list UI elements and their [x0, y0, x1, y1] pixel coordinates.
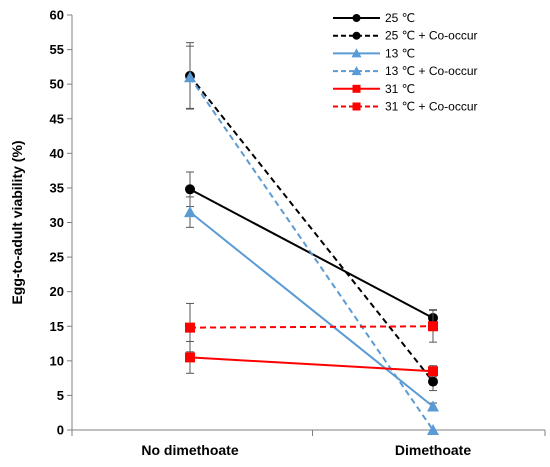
data-point-square	[185, 323, 195, 333]
y-tick-label: 60	[50, 8, 64, 23]
legend-item-5: 31 ℃ + Co-occur	[333, 100, 478, 114]
legend-label: 31 ℃ + Co-occur	[385, 100, 478, 114]
y-tick-label: 25	[50, 250, 64, 265]
legend-label: 13 ℃	[385, 46, 415, 60]
data-point-circle	[353, 32, 361, 40]
data-point-circle	[428, 377, 438, 387]
data-point-square	[353, 103, 361, 111]
data-point-triangle	[184, 206, 196, 217]
series-line	[190, 76, 433, 382]
legend-item-0: 25 ℃	[333, 11, 415, 25]
y-tick-label: 45	[50, 111, 64, 126]
legend-label: 25 ℃	[385, 11, 415, 25]
series-line	[190, 357, 433, 371]
y-tick-label: 35	[50, 180, 64, 195]
series-4	[185, 341, 438, 376]
legend-item-2: 13 ℃	[333, 46, 415, 60]
y-tick-label: 10	[50, 353, 64, 368]
y-tick-label: 30	[50, 215, 64, 230]
legend-item-3: 13 ℃ + Co-occur	[333, 64, 478, 78]
data-point-circle	[353, 14, 361, 22]
data-point-square	[428, 321, 438, 331]
data-point-square	[428, 366, 438, 376]
data-point-square	[353, 85, 361, 93]
series-line	[190, 77, 433, 430]
y-tick-label: 15	[50, 319, 64, 334]
series-0	[185, 172, 438, 326]
legend-label: 31 ℃	[385, 82, 415, 96]
series-5	[185, 303, 438, 351]
y-tick-label: 50	[50, 77, 64, 92]
data-point-square	[185, 352, 195, 362]
y-axis-title: Egg-to-adult viability (%)	[9, 140, 25, 304]
legend-item-1: 25 ℃ + Co-occur	[333, 29, 478, 43]
y-tick-label: 20	[50, 284, 64, 299]
series-line	[190, 326, 433, 327]
legend-label: 13 ℃ + Co-occur	[385, 64, 478, 78]
x-category-label: No dimethoate	[141, 442, 238, 458]
legend-label: 25 ℃ + Co-occur	[385, 29, 478, 43]
y-tick-label: 0	[57, 423, 64, 438]
y-tick-label: 5	[57, 388, 64, 403]
x-category-label: Dimethoate	[395, 442, 471, 458]
legend-item-4: 31 ℃	[333, 82, 415, 96]
y-tick-label: 55	[50, 42, 64, 57]
data-point-circle	[185, 184, 195, 194]
y-tick-label: 40	[50, 146, 64, 161]
legend: 25 ℃ 25 ℃ + Co-occur 13 ℃ 13 ℃ + Co-occur 31…	[333, 11, 478, 114]
